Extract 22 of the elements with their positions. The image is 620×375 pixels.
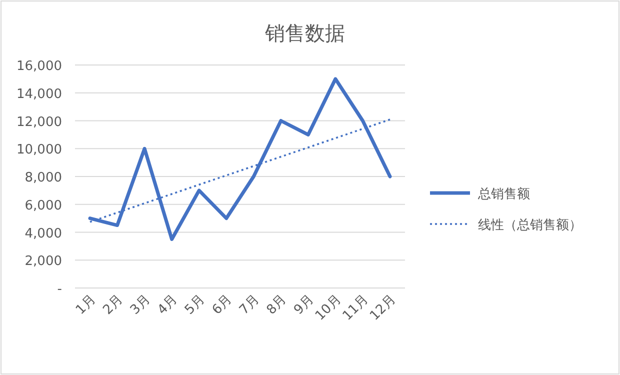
x-tick-label: 12月 (367, 292, 399, 324)
x-tick-label: 5月 (182, 292, 208, 318)
y-tick-label: 14,000 (16, 86, 62, 102)
y-tick-label: 8,000 (24, 170, 62, 186)
y-tick-label: 2,000 (24, 254, 62, 270)
chart-title: 销售数据 (264, 21, 345, 45)
line-series (88, 77, 392, 241)
x-tick-label: 8月 (264, 292, 290, 318)
x-tick-label: 6月 (210, 292, 236, 318)
y-tick-label: 16,000 (16, 59, 62, 74)
y-tick-label: - (57, 282, 62, 297)
y-tick-label: 12,000 (16, 114, 62, 130)
x-tick-label: 4月 (154, 292, 181, 318)
x-tick-label: 7月 (236, 292, 262, 318)
legend-label: 线性（总销售额） (478, 218, 582, 233)
x-tick-label: 1月 (73, 292, 99, 318)
y-tick-label: 6,000 (24, 198, 62, 214)
x-tick-label: 2月 (100, 292, 126, 318)
y-tick-label: 4,000 (24, 226, 62, 242)
legend-label: 总销售额 (477, 187, 530, 202)
y-tick-label: 10,000 (16, 142, 62, 158)
x-tick-label: 3月 (128, 292, 154, 318)
